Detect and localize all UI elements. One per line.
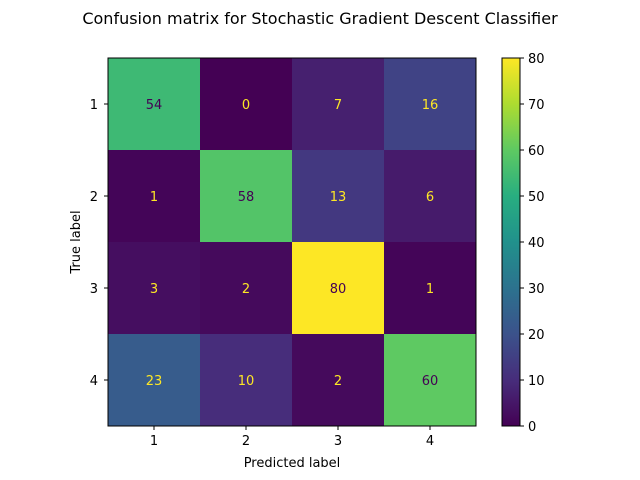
cell-value-label: 6 — [426, 190, 434, 205]
heatmap-cell — [384, 242, 477, 335]
cell-value-label: 7 — [334, 98, 342, 113]
colorbar-tick-label: 40 — [528, 236, 545, 251]
cell-value-label: 3 — [150, 282, 158, 297]
heatmap-cell — [384, 58, 477, 151]
heatmap-cell — [384, 150, 477, 243]
heatmap-cell — [292, 334, 385, 427]
x-tick-label: 2 — [242, 434, 250, 449]
cell-value-label: 1 — [426, 282, 434, 297]
heatmap-cell — [292, 242, 385, 335]
x-axis-label: Predicted label — [244, 456, 341, 471]
y-tick-label: 1 — [90, 98, 98, 113]
cell-value-label: 80 — [330, 282, 347, 297]
cell-value-label: 2 — [242, 282, 250, 297]
x-tick-label: 1 — [150, 434, 158, 449]
colorbar-tick-label: 10 — [528, 374, 545, 389]
cell-value-label: 23 — [146, 374, 163, 389]
x-axis-ticks: 1 2 3 4 — [150, 426, 434, 449]
colorbar — [501, 57, 521, 427]
cell-value-label: 60 — [422, 374, 439, 389]
heatmap-cell — [200, 242, 293, 335]
colorbar-tick-label: 30 — [528, 282, 545, 297]
x-tick-label: 4 — [426, 434, 434, 449]
cell-value-label: 1 — [150, 190, 158, 205]
y-tick-label: 3 — [90, 282, 98, 297]
heatmap-cell — [108, 334, 201, 427]
y-tick-label: 4 — [90, 374, 98, 389]
y-tick-label: 2 — [90, 190, 98, 205]
heatmap-frame — [107, 57, 477, 427]
heatmap-cell — [108, 58, 201, 151]
cell-value-label: 2 — [334, 374, 342, 389]
cell-value-label: 13 — [330, 190, 347, 205]
heatmap-cell — [200, 150, 293, 243]
heatmap-cell — [384, 334, 477, 427]
heatmap-cell — [292, 150, 385, 243]
chart-title: Confusion matrix for Stochastic Gradient… — [82, 9, 558, 28]
heatmap-cell — [108, 242, 201, 335]
y-axis-label: True label — [69, 210, 84, 274]
x-tick-label: 3 — [334, 434, 342, 449]
heatmap-cell — [200, 334, 293, 427]
colorbar-tick-label: 80 — [528, 52, 545, 67]
y-axis-ticks: 1 2 3 4 — [90, 98, 108, 389]
cell-value-label: 58 — [238, 190, 255, 205]
cell-value-label: 54 — [146, 98, 163, 113]
heatmap-cell-labels: 54 0 7 16 1 58 13 6 3 2 80 1 23 10 2 60 — [146, 98, 439, 389]
cell-value-label: 10 — [238, 374, 255, 389]
cell-value-label: 16 — [422, 98, 439, 113]
heatmap-cell — [108, 150, 201, 243]
heatmap-cell — [292, 58, 385, 151]
cell-value-label: 0 — [242, 98, 250, 113]
heatmap-cell — [200, 58, 293, 151]
colorbar-tick-label: 70 — [528, 98, 545, 113]
colorbar-tick-label: 20 — [528, 328, 545, 343]
colorbar-tick-label: 0 — [528, 420, 536, 435]
heatmap-cells — [108, 58, 477, 427]
colorbar-tick-label: 60 — [528, 144, 545, 159]
colorbar-tick-label: 50 — [528, 190, 545, 205]
colorbar-ticks: 0 10 20 30 40 50 60 70 80 — [520, 52, 545, 435]
